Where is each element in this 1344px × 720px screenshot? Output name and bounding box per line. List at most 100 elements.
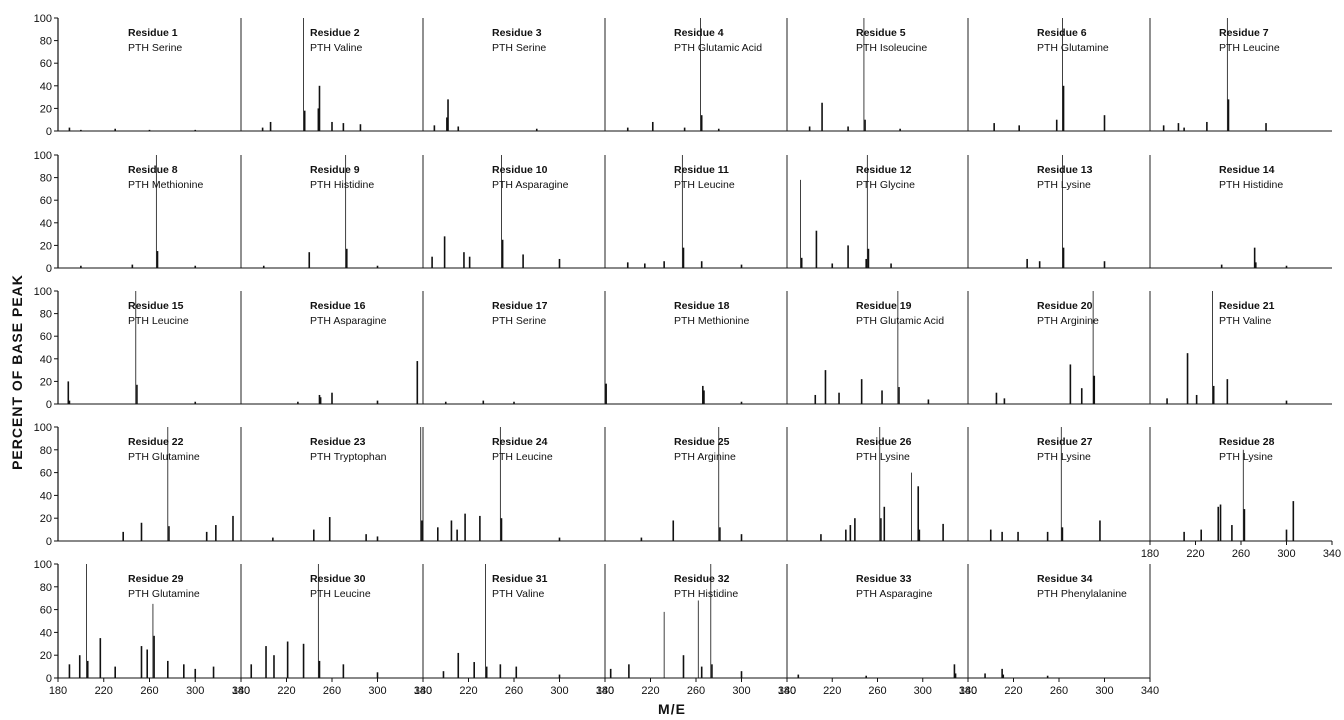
x-tick-label: 300: [368, 685, 386, 697]
compound-label: PTH Arginine: [674, 451, 736, 463]
x-tick-label: 300: [550, 685, 568, 697]
x-tick-label: 260: [505, 685, 523, 697]
y-tick-label: 100: [34, 13, 52, 25]
spectrum-panel: Residue 34 PTH Phenylalanine: [968, 564, 1151, 679]
y-tick-label: 0: [46, 126, 52, 138]
x-tick-label: 220: [823, 685, 841, 697]
residue-label: Residue 1: [128, 27, 178, 39]
compound-label: PTH Leucine: [492, 451, 553, 463]
x-tick-label: 220: [1186, 548, 1204, 560]
residue-label: Residue 18: [674, 300, 730, 312]
residue-label: Residue 15: [128, 300, 184, 312]
spectrum-panel: Residue 2 PTH Valine: [241, 18, 424, 132]
x-tick-label: 180: [232, 685, 250, 697]
residue-label: Residue 17: [492, 300, 548, 312]
compound-label: PTH Leucine: [1219, 42, 1280, 54]
spectrum-panel: Residue 28 PTH Lysine: [1150, 436, 1332, 542]
y-tick-label: 40: [40, 218, 52, 230]
residue-label: Residue 2: [310, 27, 360, 39]
compound-label: PTH Serine: [492, 315, 546, 327]
spectrum-panel: Residue 3 PTH Serine: [423, 18, 606, 132]
compound-label: PTH Lysine: [1037, 179, 1091, 191]
residue-label: Residue 24: [492, 436, 548, 448]
x-axis-label: M/E: [658, 701, 686, 717]
y-tick-label: 20: [40, 650, 52, 662]
y-tick-label: 40: [40, 354, 52, 366]
compound-label: PTH Lysine: [1219, 451, 1273, 463]
spectrum-panel: Residue 13 PTH Lysine: [968, 155, 1151, 269]
spectrum-panel: Residue 20 PTH Arginine: [968, 291, 1151, 405]
compound-label: PTH Valine: [1219, 315, 1271, 327]
compound-label: PTH Valine: [310, 42, 362, 54]
spectrum-panel: Residue 33 PTH Asparagine: [787, 564, 969, 679]
x-tick-label: 340: [959, 685, 977, 697]
y-tick-label: 100: [34, 286, 52, 298]
compound-label: PTH Histidine: [310, 179, 374, 191]
residue-label: Residue 27: [1037, 436, 1093, 448]
x-tick-label: 220: [459, 685, 477, 697]
x-tick-label: 180: [1141, 548, 1159, 560]
residue-label: Residue 19: [856, 300, 912, 312]
compound-label: PTH Methionine: [128, 179, 203, 191]
spectrum-panel: Residue 23 PTH Tryptophan: [241, 427, 424, 542]
x-tick-label: 260: [140, 685, 158, 697]
axes-layer: 0 20 40 60 80 100 0 20 40 60 80 100 0 20 40 60 80 100 0 20 4…: [34, 13, 1342, 697]
y-tick-label: 60: [40, 195, 52, 207]
compound-label: PTH Leucine: [128, 315, 189, 327]
compound-label: PTH Glutamic Acid: [674, 42, 762, 54]
x-tick-label: 300: [914, 685, 932, 697]
spectrum-panel: Residue 31 PTH Valine: [423, 564, 606, 679]
x-tick-label: 340: [596, 685, 614, 697]
residue-label: Residue 6: [1037, 27, 1087, 39]
spectrum-panel: Residue 22 PTH Glutamine: [58, 427, 242, 542]
spectrum-panel: Residue 5 PTH Isoleucine: [787, 18, 969, 132]
residue-label: Residue 23: [310, 436, 366, 448]
compound-label: PTH Histidine: [674, 588, 738, 600]
residue-label: Residue 22: [128, 436, 184, 448]
residue-label: Residue 13: [1037, 164, 1093, 176]
x-tick-label: 340: [414, 685, 432, 697]
compound-label: PTH Methionine: [674, 315, 749, 327]
compound-label: PTH Arginine: [1037, 315, 1099, 327]
y-tick-label: 40: [40, 490, 52, 502]
spectrum-panel: Residue 25 PTH Arginine: [605, 427, 788, 542]
residue-label: Residue 3: [492, 27, 542, 39]
x-tick-label: 260: [687, 685, 705, 697]
spectrum-panel: Residue 1 PTH Serine: [58, 18, 242, 132]
y-tick-label: 100: [34, 559, 52, 571]
residue-label: Residue 34: [1037, 573, 1093, 585]
y-tick-label: 40: [40, 627, 52, 639]
spectrum-panel: Residue 6 PTH Glutamine: [968, 18, 1151, 132]
compound-label: PTH Valine: [492, 588, 544, 600]
spectrum-panel: Residue 12 PTH Glycine: [787, 155, 969, 269]
y-tick-label: 0: [46, 536, 52, 548]
y-tick-label: 0: [46, 673, 52, 685]
x-tick-label: 260: [1232, 548, 1250, 560]
spectrum-panel: Residue 8 PTH Methionine: [58, 155, 242, 269]
spectrum-panel: Residue 18 PTH Methionine: [605, 291, 788, 405]
compound-label: PTH Asparagine: [492, 179, 569, 191]
residue-label: Residue 28: [1219, 436, 1275, 448]
spectrum-panel: Residue 27 PTH Lysine: [968, 427, 1151, 542]
x-tick-label: 180: [778, 685, 796, 697]
compound-label: PTH Asparagine: [310, 315, 387, 327]
x-tick-label: 340: [1141, 685, 1159, 697]
residue-label: Residue 9: [310, 164, 360, 176]
y-tick-label: 60: [40, 468, 52, 480]
compound-label: PTH Serine: [492, 42, 546, 54]
x-tick-label: 180: [49, 685, 67, 697]
spectrum-panel: Residue 26 PTH Lysine: [787, 427, 969, 542]
compound-label: PTH Serine: [128, 42, 182, 54]
x-tick-label: 220: [641, 685, 659, 697]
spectrum-panel: Residue 16 PTH Asparagine: [241, 291, 424, 405]
residue-label: Residue 11: [674, 164, 729, 176]
y-tick-label: 100: [34, 150, 52, 162]
compound-label: PTH Lysine: [1037, 451, 1091, 463]
y-tick-label: 20: [40, 240, 52, 252]
residue-label: Residue 16: [310, 300, 366, 312]
residue-label: Residue 29: [128, 573, 184, 585]
y-tick-label: 40: [40, 81, 52, 93]
residue-label: Residue 33: [856, 573, 912, 585]
